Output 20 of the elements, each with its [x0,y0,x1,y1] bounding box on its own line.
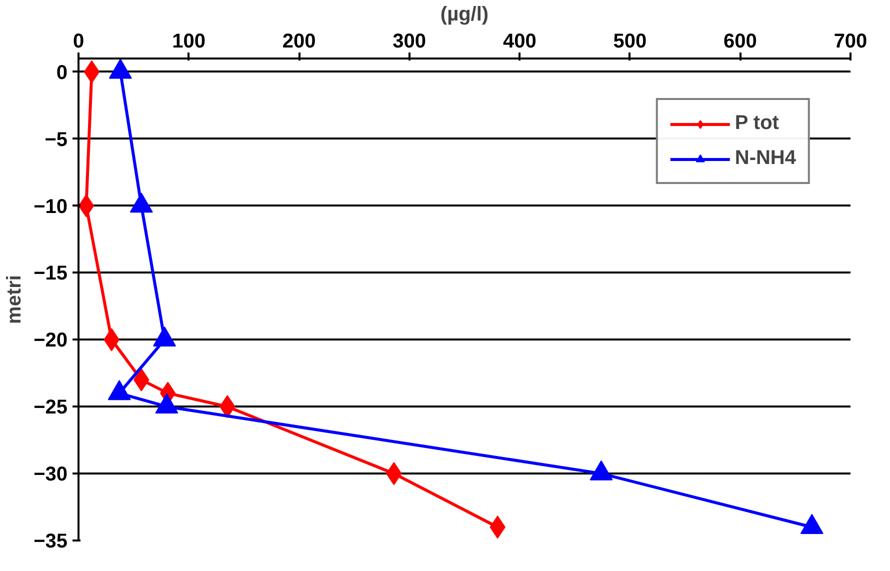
y-axis-title: metri [4,275,26,324]
y-tick-label: −20 [34,330,68,352]
y-tick-label: −10 [34,196,68,218]
x-axis-title: (µg/l) [440,4,489,26]
x-tick-label: 200 [282,30,316,52]
y-tick-label: −35 [34,530,68,552]
y-tick-label: −5 [44,128,68,151]
x-tick-label: 700 [834,30,868,52]
y-tick-label: −25 [34,396,68,419]
x-tick-label: 500 [613,30,647,52]
x-tick-label: 600 [724,30,757,52]
x-tick-label: 100 [172,30,206,52]
x-tick-label: 400 [502,30,536,52]
x-tick-label: 300 [392,30,426,52]
y-tick-label: 0 [56,62,68,84]
legend-label: N-NH4 [734,147,796,170]
legend-label: P tot [734,112,779,135]
x-tick-label: 0 [72,30,84,52]
y-tick-label: −30 [34,464,68,486]
y-tick-label: −15 [34,262,68,285]
